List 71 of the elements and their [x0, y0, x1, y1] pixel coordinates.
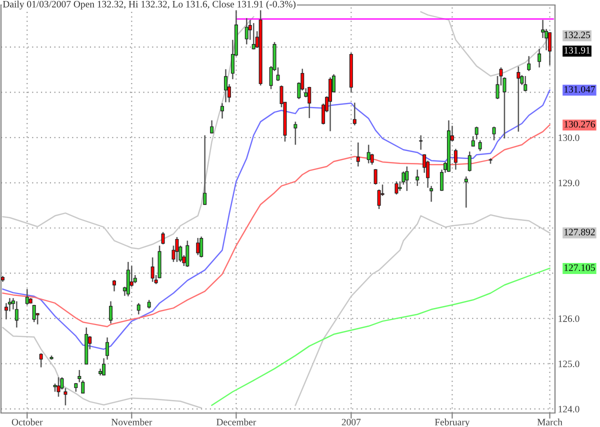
candlestick — [102, 358, 106, 376]
candlestick — [474, 126, 478, 140]
candlestick — [39, 352, 43, 368]
candlestick — [224, 68, 228, 103]
candlestick — [548, 32, 552, 66]
candlestick — [524, 75, 528, 92]
x-tick-label: March — [537, 418, 562, 426]
candlestick — [32, 304, 36, 323]
candlestick — [416, 169, 420, 187]
annotation: 132.25 — [564, 32, 590, 38]
y-tick-label: 130.0 — [558, 134, 580, 142]
y-tick-label: 125.0 — [558, 360, 580, 368]
candlestick — [527, 55, 531, 72]
candlestick — [220, 102, 224, 120]
candlestick — [175, 236, 179, 263]
y-tick-label: 124.0 — [558, 406, 580, 412]
candlestick — [454, 148, 458, 170]
candlestick — [126, 261, 130, 297]
annotation: 127.105 — [564, 264, 595, 271]
candlestick — [4, 302, 8, 320]
candlestick — [374, 168, 378, 186]
annotation: 131.91 — [564, 47, 590, 54]
candlestick — [136, 302, 140, 316]
candlestick — [464, 176, 468, 208]
candlestick — [196, 237, 200, 256]
candlestick — [109, 300, 112, 324]
candlestick — [352, 102, 356, 126]
x-tick-label: October — [12, 418, 43, 426]
x-tick-label: 2007 — [342, 418, 361, 426]
candlestick — [478, 140, 482, 152]
candlestick — [366, 144, 370, 164]
candlestick — [25, 288, 29, 306]
candlestick — [14, 300, 18, 328]
candlestick — [106, 336, 110, 360]
line-series — [211, 268, 550, 406]
candlestick — [244, 17, 248, 45]
annotation: 131.047 — [564, 86, 595, 93]
candlestick — [294, 121, 298, 146]
y-tick-label: 129.0 — [558, 180, 580, 186]
line-series — [2, 124, 550, 328]
candlestick — [419, 134, 423, 150]
candlestick — [468, 150, 472, 172]
candlestick — [150, 256, 154, 282]
x-tick-label: November — [111, 418, 152, 426]
candlestick — [78, 369, 82, 383]
candlestick — [356, 142, 360, 168]
candlestick — [203, 134, 207, 206]
candlestick — [210, 120, 214, 134]
x-tick-label: December — [216, 418, 256, 426]
candlestick — [161, 231, 165, 245]
candlestick — [56, 376, 60, 398]
candlestick — [112, 279, 116, 292]
candlestick — [81, 380, 85, 394]
candlestick — [377, 188, 381, 210]
candlestick — [186, 240, 190, 268]
y-tick-label: 126.0 — [558, 315, 580, 322]
candlestick — [430, 185, 434, 202]
annotation: 127.892 — [564, 228, 595, 236]
candlestick — [252, 22, 256, 50]
candlestick — [492, 126, 496, 141]
annotation: 130.276 — [564, 120, 595, 128]
candlestick — [516, 66, 520, 132]
candlestick — [394, 180, 398, 196]
candlestick — [328, 76, 332, 132]
candlestick — [308, 86, 312, 119]
x-tick-label: February — [434, 418, 470, 427]
candlestick — [200, 236, 204, 258]
candlestick — [538, 48, 542, 68]
line-series — [2, 89, 550, 350]
candlestick — [405, 166, 409, 192]
chart-title: Daily 01/03/2007 Open 132.32, Hi 132.32, Lo 131.6, Close 131.91 (-0.3%) — [2, 0, 296, 10]
